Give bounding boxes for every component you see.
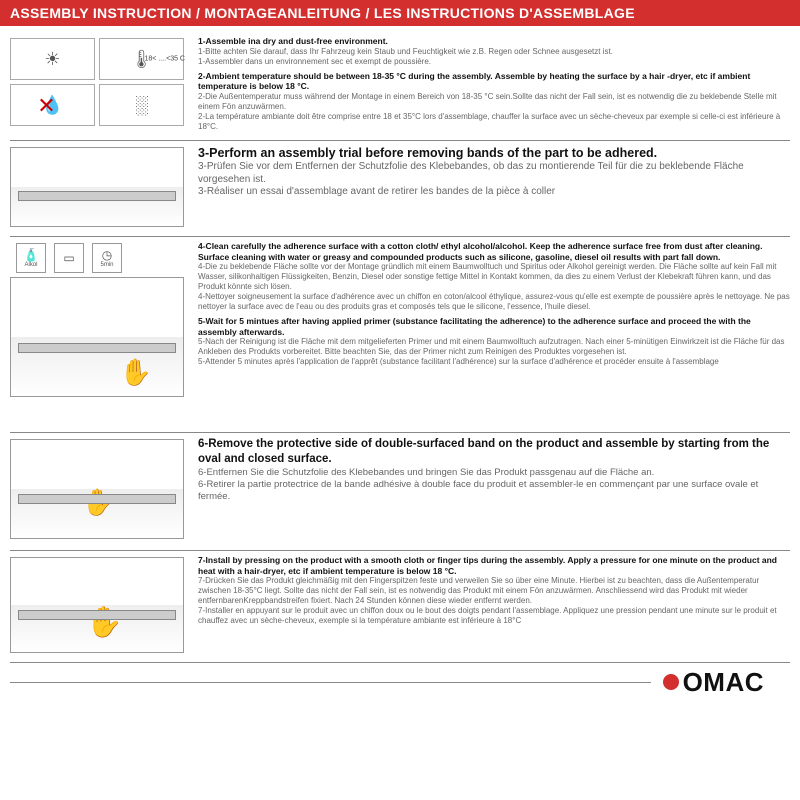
s3-fr: 3-Réaliser un essai d'assemblage avant d… <box>198 186 790 199</box>
s2-en: 2-Ambient temperature should be between … <box>198 71 790 92</box>
s3-en: 3-Perform an assembly trial before remov… <box>198 145 790 161</box>
logo-dot-icon <box>663 674 679 690</box>
hand-icon: ✋ <box>120 357 152 388</box>
step3-text: 4-Clean carefully the adherence surface … <box>190 241 790 428</box>
alcohol-label: Alkol <box>24 262 37 268</box>
step-row-3: 🧴Alkol ▭ ◷5min ✋ 4-Clean carefully the a… <box>10 237 790 433</box>
s4-en: 4-Clean carefully the adherence surface … <box>198 241 790 262</box>
s7-fr: 7-Installer en appuyant sur le produit a… <box>198 606 790 626</box>
s3-de: 3-Prüfen Sie vor dem Entfernen der Schut… <box>198 161 790 186</box>
s4-de: 4-Die zu beklebende Fläche sollte vor de… <box>198 262 790 292</box>
s7-en: 7-Install by pressing on the product wit… <box>198 555 790 576</box>
step2-images <box>10 145 190 232</box>
header-title: ASSEMBLY INSTRUCTION / MONTAGEANLEITUNG … <box>10 5 635 21</box>
step1-text: 1-Assemble ina dry and dust-free environ… <box>190 36 790 136</box>
sun-icon: ☀ <box>10 38 95 80</box>
s2-fr: 2-La température ambiante doit être comp… <box>198 112 790 132</box>
s1-fr: 1-Assembler dans un environnement sec et… <box>198 57 790 67</box>
step5-images: ✋ <box>10 555 190 658</box>
peel-hand-icon: ✋ <box>82 487 114 518</box>
step5-text: 7-Install by pressing on the product wit… <box>190 555 790 658</box>
s5-fr: 5-Attender 5 minutes après l'application… <box>198 357 790 367</box>
s4-fr: 4-Nettoyer soigneusement la surface d'ad… <box>198 292 790 312</box>
s7-de: 7-Drücken Sie das Produkt gleichmäßig mi… <box>198 576 790 606</box>
step1-images: ☀ 🌡 18< ....<35 C 💧✕ ░ <box>10 36 190 136</box>
s6-fr: 6-Retirer la partie protectrice de la ba… <box>198 479 790 503</box>
peel-sketch: ✋ <box>10 439 184 539</box>
trial-sketch <box>10 147 184 227</box>
paper-icon: ▭ <box>54 243 84 273</box>
step-row-2: 3-Perform an assembly trial before remov… <box>10 141 790 237</box>
step-row-1: ☀ 🌡 18< ....<35 C 💧✕ ░ 1-Assemble ina dr… <box>10 32 790 141</box>
s5-en: 5-Wait for 5 mintues after having applie… <box>198 316 790 337</box>
footer: OMAC <box>10 663 790 708</box>
press-sketch: ✋ <box>10 557 184 653</box>
s5-de: 5-Nach der Reinigung ist die Fläche mit … <box>198 337 790 357</box>
logo-text: OMAC <box>683 667 764 698</box>
s6-de: 6-Entfernen Sie die Schutzfolie des Kleb… <box>198 467 790 479</box>
thermometer-icon: 🌡 18< ....<35 C <box>99 38 184 80</box>
header-bar: ASSEMBLY INSTRUCTION / MONTAGEANLEITUNG … <box>0 0 800 26</box>
s2-de: 2-Die Außentemperatur muss während der M… <box>198 92 790 112</box>
s6-en: 6-Remove the protective side of double-s… <box>198 437 790 467</box>
footer-divider <box>10 682 651 683</box>
rain-icon: ░ <box>99 84 184 126</box>
s1-en: 1-Assemble ina dry and dust-free environ… <box>198 36 790 47</box>
time-label: 5min <box>100 262 113 268</box>
no-water-icon: 💧✕ <box>10 84 95 126</box>
content-area: ☀ 🌡 18< ....<35 C 💧✕ ░ 1-Assemble ina dr… <box>0 26 800 800</box>
s1-de: 1-Bitte achten Sie darauf, dass Ihr Fahr… <box>198 47 790 57</box>
clean-sketch: ✋ <box>10 277 184 397</box>
press-hand-icon: ✋ <box>85 605 122 640</box>
clock-icon: ◷5min <box>92 243 122 273</box>
step4-images: ✋ <box>10 437 190 546</box>
step3-images: 🧴Alkol ▭ ◷5min ✋ <box>10 241 190 428</box>
step-row-5: ✋ 7-Install by pressing on the product w… <box>10 551 790 663</box>
temp-range: 18< ....<35 C <box>145 56 185 63</box>
step2-text: 3-Perform an assembly trial before remov… <box>190 145 790 232</box>
step-row-4: ✋ 6-Remove the protective side of double… <box>10 433 790 551</box>
step4-text: 6-Remove the protective side of double-s… <box>190 437 790 546</box>
alcohol-icon: 🧴Alkol <box>16 243 46 273</box>
